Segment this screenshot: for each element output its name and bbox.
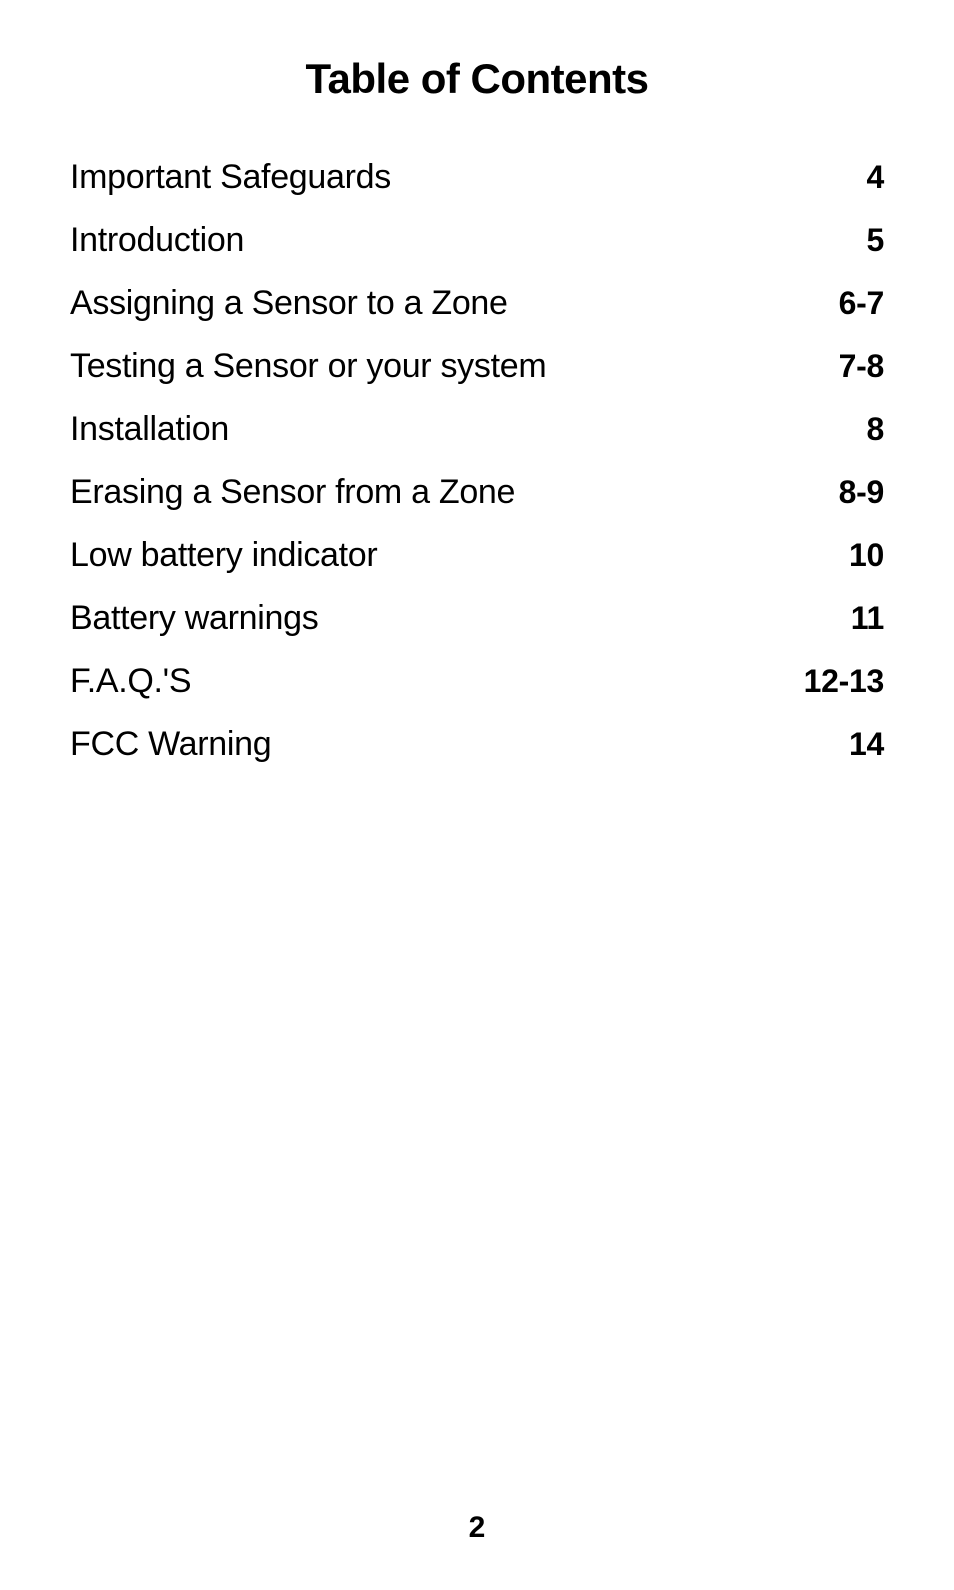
toc-label: Erasing a Sensor from a Zone [70, 473, 515, 512]
toc-label: Assigning a Sensor to a Zone [70, 284, 508, 323]
toc-item: Important Safeguards 4 [70, 158, 884, 197]
toc-page: 12-13 [804, 663, 884, 700]
toc-item: Battery warnings 11 [70, 599, 884, 638]
toc-item: Testing a Sensor or your system 7-8 [70, 347, 884, 386]
toc-page: 11 [851, 600, 884, 637]
toc-label: Introduction [70, 221, 244, 260]
page-title: Table of Contents [70, 55, 884, 103]
toc-page: 5 [867, 222, 885, 259]
toc-item: Assigning a Sensor to a Zone 6-7 [70, 284, 884, 323]
toc-label: FCC Warning [70, 725, 271, 764]
toc-label: Important Safeguards [70, 158, 391, 197]
toc-label: F.A.Q.'S [70, 662, 191, 701]
toc-item: Introduction 5 [70, 221, 884, 260]
toc-item: Erasing a Sensor from a Zone 8-9 [70, 473, 884, 512]
toc-page: 8 [867, 411, 885, 448]
toc-label: Testing a Sensor or your system [70, 347, 546, 386]
toc-page: 6-7 [839, 285, 884, 322]
toc-label: Installation [70, 410, 229, 449]
toc-item: Low battery indicator 10 [70, 536, 884, 575]
toc-page: 4 [867, 159, 885, 196]
toc-item: F.A.Q.'S 12-13 [70, 662, 884, 701]
toc-page: 8-9 [839, 474, 884, 511]
page-number: 2 [469, 1511, 486, 1545]
toc-page: 10 [849, 537, 884, 574]
toc-list: Important Safeguards 4 Introduction 5 As… [70, 158, 884, 764]
toc-page: 14 [849, 726, 884, 763]
toc-label: Battery warnings [70, 599, 318, 638]
toc-item: FCC Warning 14 [70, 725, 884, 764]
toc-label: Low battery indicator [70, 536, 377, 575]
toc-item: Installation 8 [70, 410, 884, 449]
toc-page: 7-8 [839, 348, 884, 385]
